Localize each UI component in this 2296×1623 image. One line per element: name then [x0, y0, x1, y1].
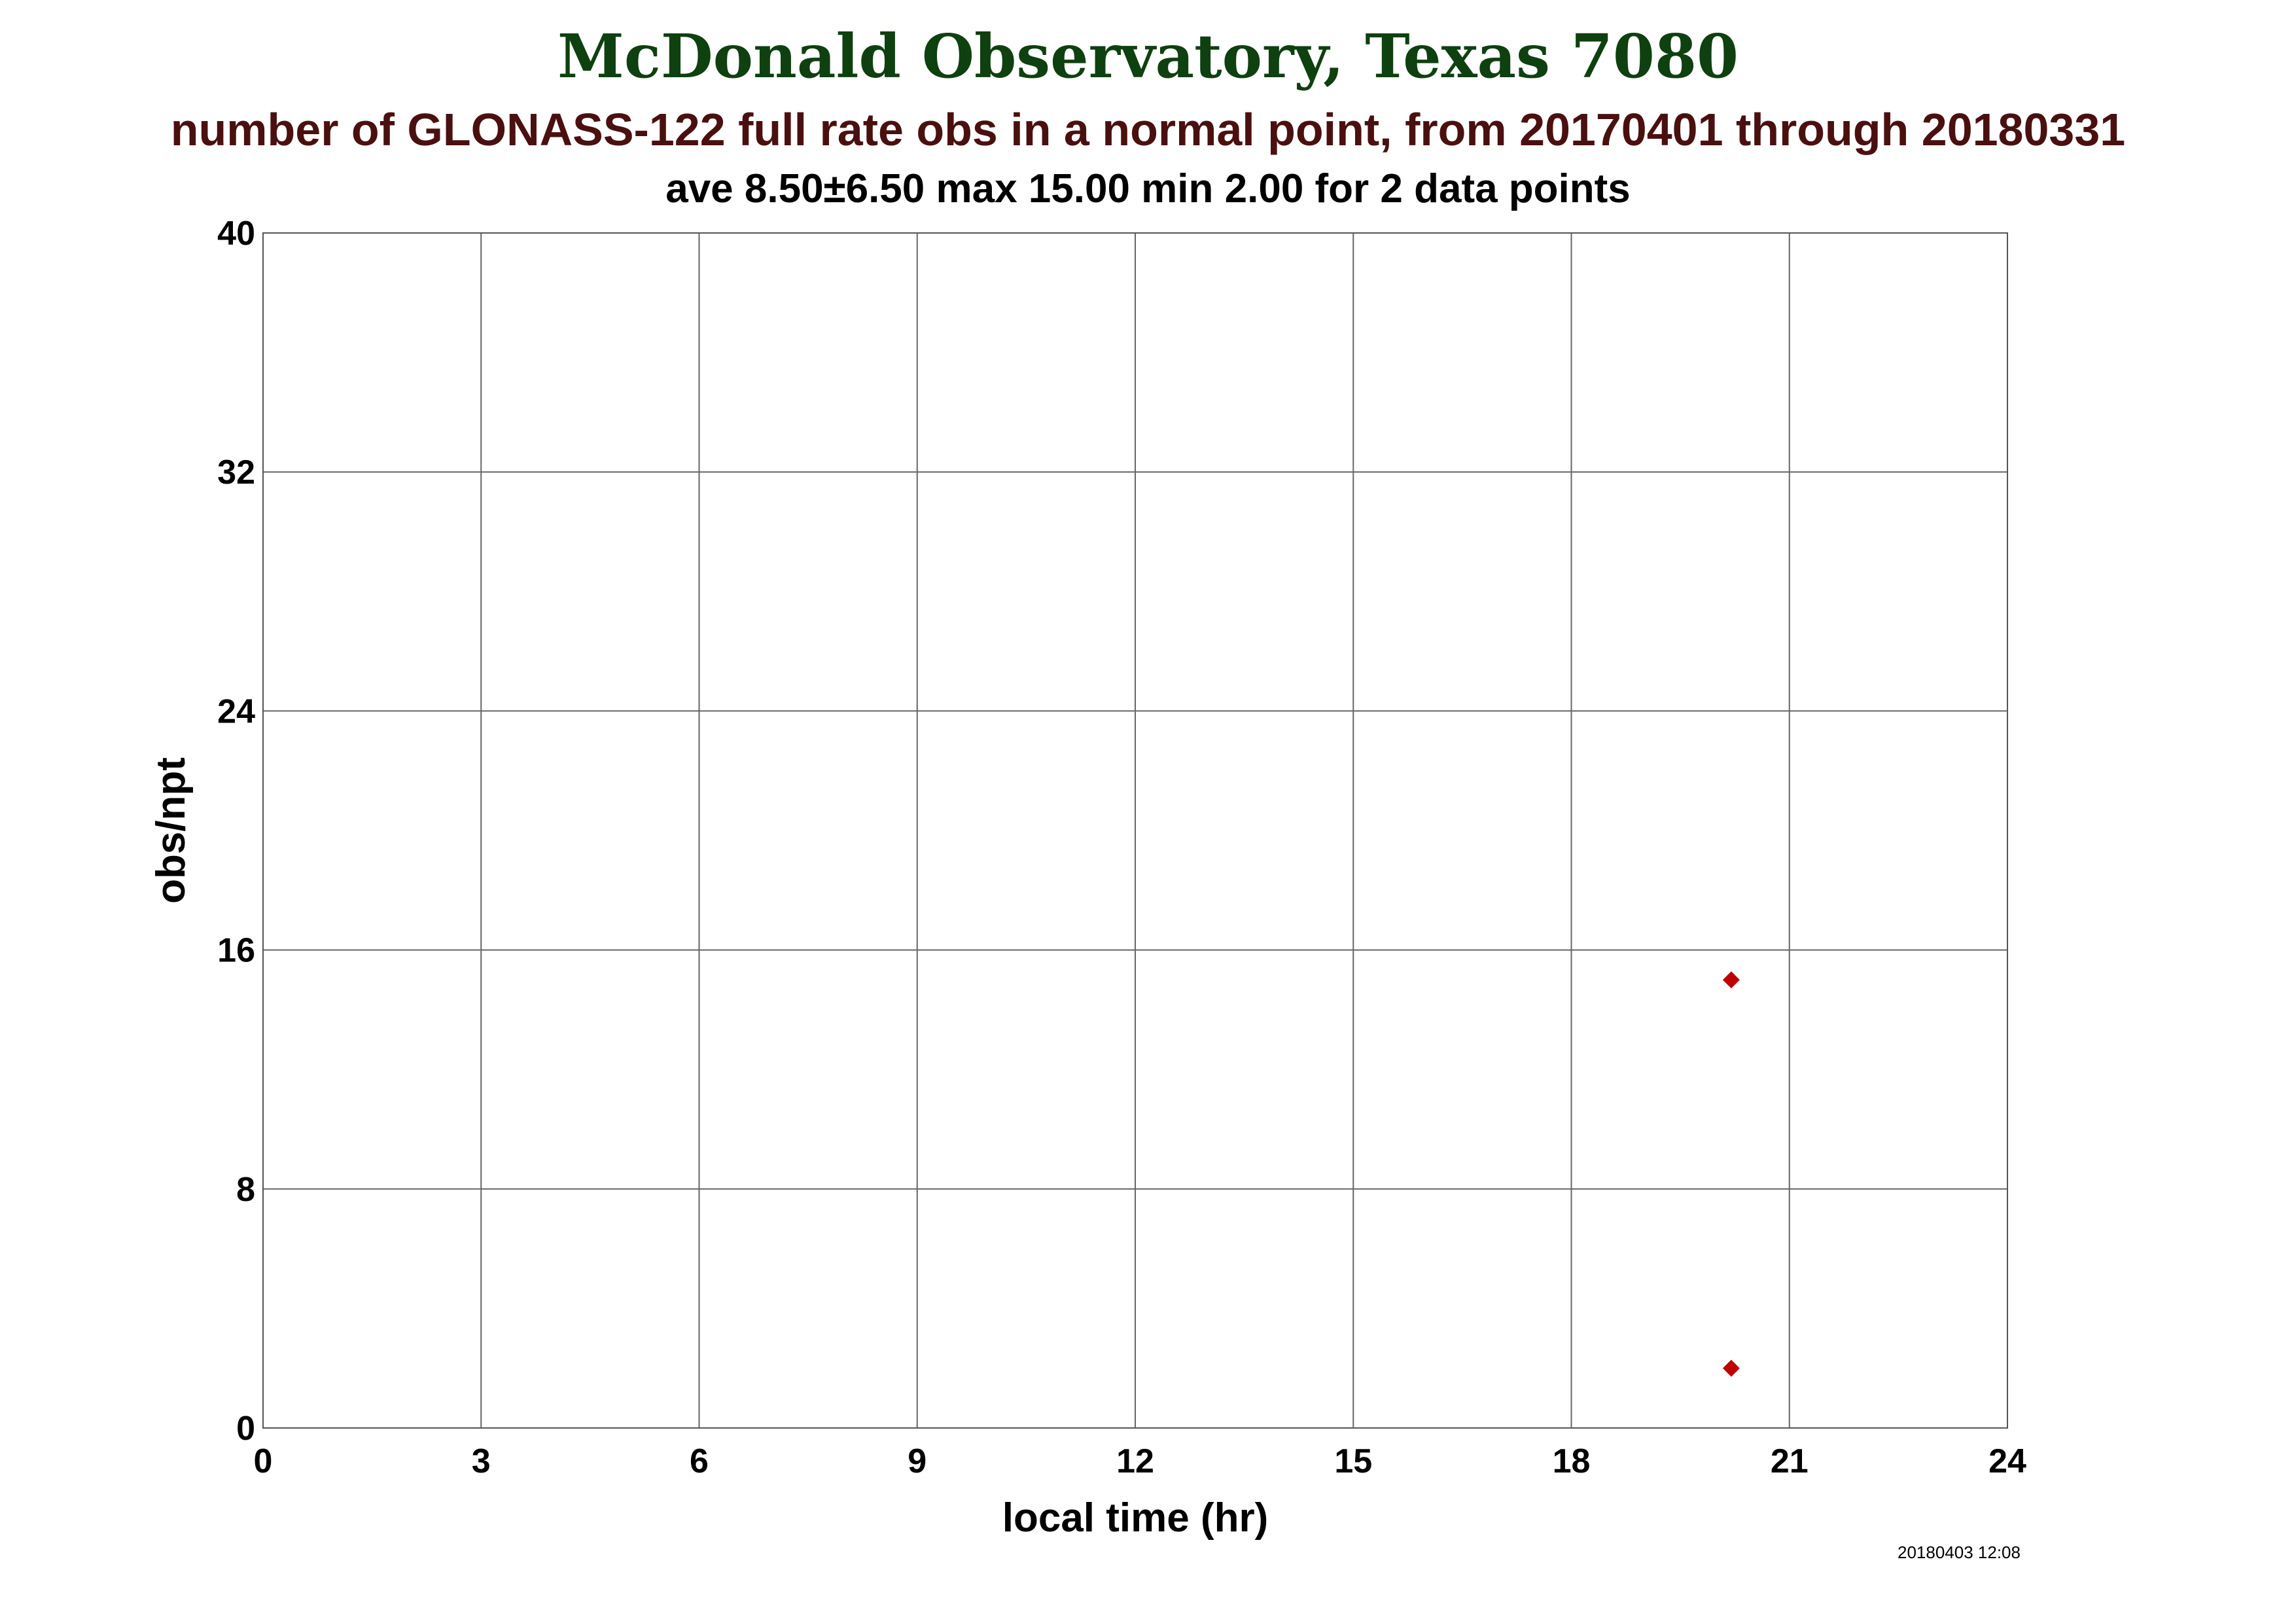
x-tick-label: 24	[1988, 1442, 2026, 1480]
y-axis-label: obs/npt	[149, 757, 194, 904]
timestamp: 20180403 12:08	[1898, 1543, 2021, 1562]
y-tick-label: 0	[236, 1410, 255, 1448]
data-point	[1722, 971, 1740, 989]
x-tick-label: 6	[690, 1442, 709, 1480]
x-tick-label: 9	[908, 1442, 927, 1480]
plot-border	[262, 232, 2008, 1429]
y-axis-ticks: 0 8 16 24 32 40	[217, 215, 255, 1448]
y-tick-label: 16	[217, 932, 255, 970]
chart-title: McDonald Observatory, Texas 7080	[557, 21, 1739, 92]
chart-stats: ave 8.50±6.50 max 15.00 min 2.00 for 2 d…	[665, 166, 1631, 211]
x-tick-label: 18	[1553, 1442, 1591, 1480]
data-points	[1722, 971, 1740, 1377]
y-tick-label: 40	[217, 215, 255, 253]
x-tick-label: 15	[1334, 1442, 1372, 1480]
plot-frame	[262, 232, 2008, 1429]
grid-lines	[262, 232, 2008, 1429]
chart-subtitle: number of GLONASS-122 full rate obs in a…	[170, 104, 2126, 155]
x-tick-label: 21	[1771, 1442, 1809, 1480]
y-tick-label: 8	[236, 1171, 255, 1209]
x-axis-label: local time (hr)	[1002, 1495, 1269, 1541]
x-axis-ticks: 0 3 6 9 12 15 18 21 24	[254, 1442, 2026, 1480]
x-tick-label: 12	[1116, 1442, 1154, 1480]
y-tick-label: 24	[217, 692, 255, 730]
y-tick-label: 32	[217, 454, 255, 491]
x-tick-label: 0	[254, 1442, 273, 1480]
data-point	[1722, 1359, 1740, 1377]
x-tick-label: 3	[472, 1442, 491, 1480]
